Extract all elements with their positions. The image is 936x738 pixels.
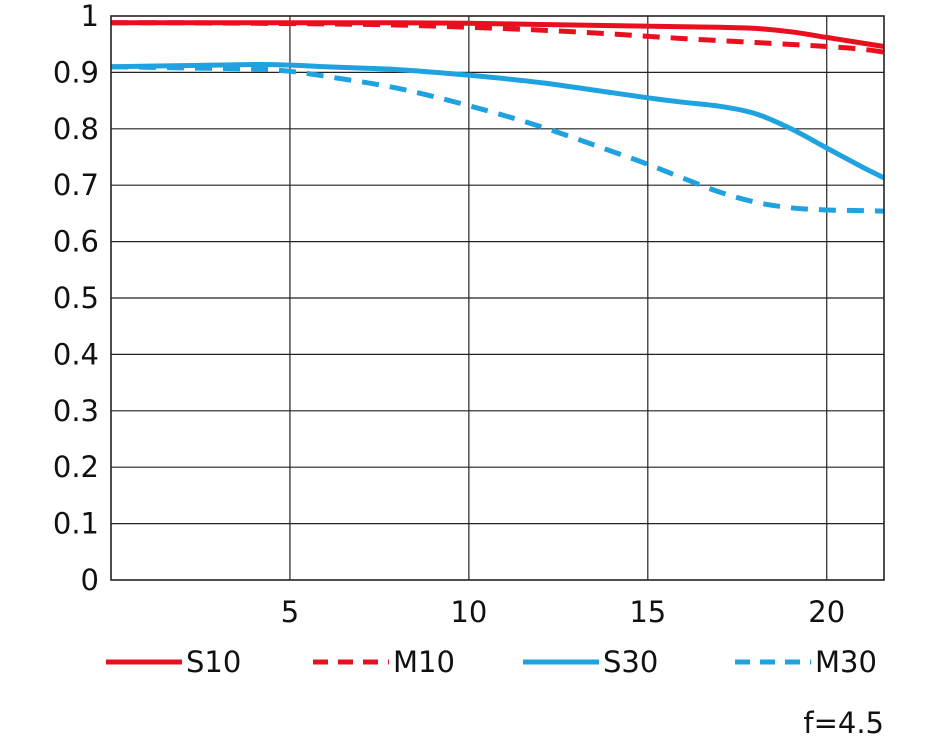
y-tick-labels: 0 0.1 0.2 0.3 0.4 0.5 0.6 0.7 0.8 0.9 1 — [53, 0, 99, 597]
legend-label-m30: M30 — [815, 645, 877, 679]
legend-label-s10: S10 — [186, 645, 241, 679]
y-tick-label: 1 — [81, 0, 99, 33]
axis-layer — [110, 15, 885, 581]
y-tick-label: 0.1 — [53, 507, 99, 541]
y-tick-label: 0.6 — [53, 225, 99, 259]
y-tick-label: 0.7 — [53, 168, 99, 202]
x-tick-label: 15 — [629, 595, 666, 629]
y-tick-label: 0.4 — [53, 337, 99, 371]
legend-label-m10: M10 — [393, 645, 455, 679]
aperture-annotation: f=4.5 — [803, 706, 884, 738]
legend-label-s30: S30 — [603, 645, 658, 679]
y-tick-label: 0.8 — [53, 112, 99, 146]
x-tick-labels: 5 10 15 20 — [281, 595, 845, 629]
series-line-m30 — [110, 64, 885, 214]
y-tick-label: 0.2 — [53, 450, 99, 484]
plot-frame — [110, 15, 885, 581]
y-tick-label: 0.5 — [53, 281, 99, 315]
x-tick-label: 5 — [281, 595, 299, 629]
grid-layer — [111, 16, 884, 580]
legend: S10 M10 S30 M30 — [106, 645, 877, 679]
series-line-s30 — [110, 61, 886, 181]
x-tick-label: 10 — [450, 595, 487, 629]
x-tick-label: 20 — [808, 595, 845, 629]
y-tick-label: 0.9 — [53, 55, 99, 89]
series-layer — [110, 20, 886, 214]
series-line-m10 — [110, 20, 885, 55]
y-tick-label: 0.3 — [53, 394, 99, 428]
y-tick-label: 0 — [81, 563, 99, 597]
